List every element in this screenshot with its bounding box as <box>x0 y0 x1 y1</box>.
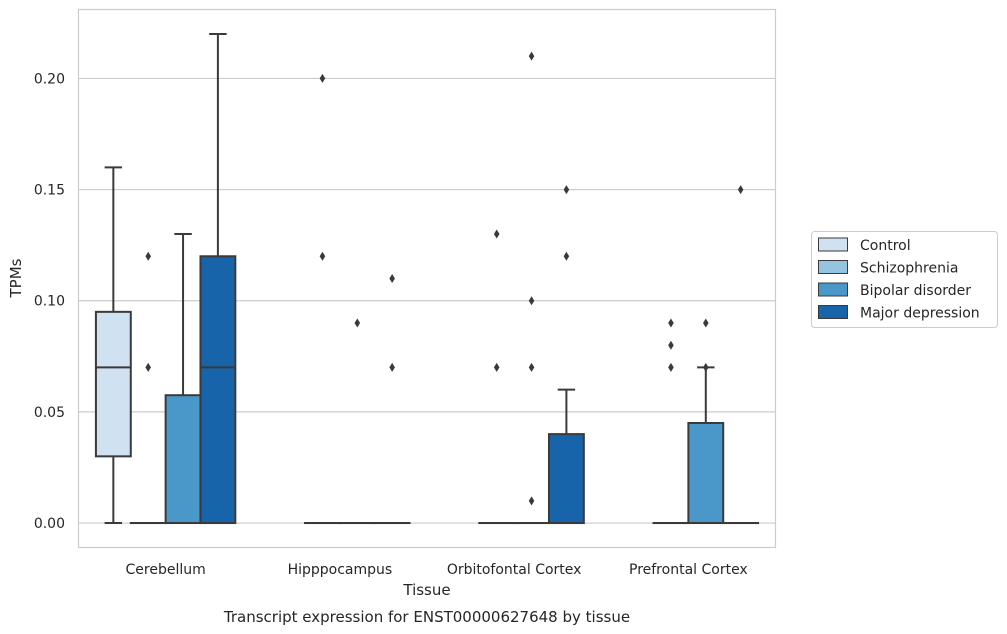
legend-swatch-bipolar-disorder <box>818 282 848 297</box>
outlier-point <box>528 51 535 61</box>
x-tick-label: Orbitofontal Cortex <box>447 562 582 578</box>
x-axis-ticks: Cerebellum Hipppocampus Orbitofontal Corte… <box>126 562 748 578</box>
box-body <box>687 422 725 525</box>
outlier-point <box>668 340 674 350</box>
outlier-point <box>354 318 361 328</box>
y-tick-label: 0.10 <box>34 294 65 310</box>
box-body <box>94 310 132 458</box>
outlier-point <box>528 296 535 306</box>
outlier-point <box>563 251 570 261</box>
boxes <box>94 32 760 525</box>
outlier-point <box>319 251 326 261</box>
box-bipolar-disorder <box>164 233 202 525</box>
chart-caption: Transcript expression for ENST0000062764… <box>223 608 630 626</box>
outlier-point <box>493 362 500 372</box>
y-tick-label: 0.20 <box>34 71 65 87</box>
legend-label-bipolar-disorder: Bipolar disorder <box>860 283 971 299</box>
legend: Control Schizophrenia Bipolar disorder Majo… <box>811 231 998 328</box>
box-major-depression <box>547 388 585 525</box>
outlier-point <box>528 362 535 372</box>
outlier-point <box>528 496 535 506</box>
y-axis-label: TPMs <box>7 258 25 298</box>
box-body <box>164 394 202 525</box>
outlier-point <box>563 185 570 195</box>
legend-swatch-control <box>818 237 848 252</box>
plot-frame <box>77 8 777 549</box>
y-tick-label: 0.15 <box>34 183 65 199</box>
y-tick-label: 0.00 <box>34 516 65 532</box>
outlier-point <box>703 362 709 372</box>
box-bipolar-disorder <box>687 366 725 525</box>
x-tick-label: Hipppocampus <box>288 562 393 578</box>
x-axis-label: Tissue <box>402 581 450 599</box>
outlier-point <box>668 362 674 372</box>
outlier-point <box>389 274 395 283</box>
outliers <box>145 51 744 506</box>
box-body <box>199 255 237 525</box>
x-tick-label: Prefrontal Cortex <box>629 562 748 578</box>
outlier-point <box>703 318 709 328</box>
legend-swatch-major-depression <box>818 305 848 319</box>
legend-swatch-schizophrenia <box>818 260 848 274</box>
box-major-depression <box>199 32 237 525</box>
outlier-point <box>668 318 674 328</box>
legend-label-schizophrenia: Schizophrenia <box>860 261 958 277</box>
box-control <box>94 166 132 525</box>
outlier-point <box>389 362 395 372</box>
outlier-point <box>145 251 151 261</box>
outlier-point <box>145 362 151 372</box>
y-axis-ticks: 0.00 0.05 0.10 0.15 0.20 <box>34 71 65 532</box>
box-body <box>547 433 585 525</box>
y-tick-label: 0.05 <box>34 405 65 421</box>
outlier-point <box>493 229 500 239</box>
outlier-point <box>319 73 326 83</box>
outlier-point <box>737 185 744 195</box>
legend-label-major-depression: Major depression <box>860 306 980 322</box>
legend-frame <box>811 231 998 328</box>
legend-label-control: Control <box>860 238 911 254</box>
x-tick-label: Cerebellum <box>126 562 206 578</box>
